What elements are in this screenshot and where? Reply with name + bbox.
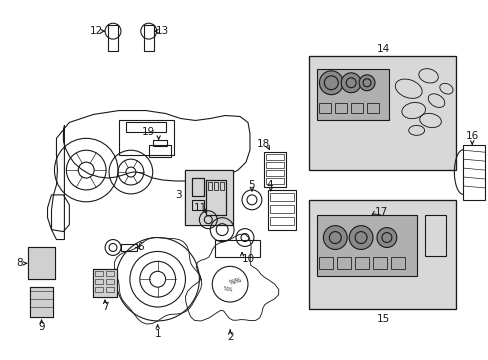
Text: 1: 1 [154, 329, 161, 339]
Text: 5: 5 [248, 180, 255, 190]
Text: 15: 15 [377, 314, 390, 324]
Bar [269, 205, 293, 213]
Bar [206, 180, 225, 215]
Bar [206, 180, 225, 215]
Bar [28, 247, 55, 279]
Bar [264, 152, 285, 187]
Bar [220, 182, 224, 190]
Text: 3: 3 [175, 190, 182, 200]
Bar [265, 162, 283, 168]
Bar [93, 269, 117, 297]
Bar [185, 170, 233, 225]
Bar [192, 178, 204, 196]
Circle shape [323, 226, 346, 249]
Circle shape [348, 226, 372, 249]
Bar [317, 215, 416, 276]
Bar [106, 287, 114, 292]
Bar [152, 140, 166, 146]
Bar [95, 271, 103, 276]
Circle shape [358, 75, 374, 91]
Bar [372, 257, 386, 269]
Bar [28, 247, 55, 279]
Bar [30, 287, 53, 317]
Text: 12: 12 [89, 26, 102, 36]
Bar [126, 122, 165, 132]
Bar [93, 269, 117, 297]
Text: %%: %% [227, 276, 242, 286]
Bar [143, 25, 153, 51]
Bar [269, 217, 293, 225]
Text: 17: 17 [374, 207, 388, 217]
Bar [215, 239, 259, 257]
Circle shape [341, 73, 360, 93]
Bar [185, 170, 233, 225]
Bar [265, 178, 283, 184]
Bar [317, 69, 388, 121]
Bar [354, 257, 368, 269]
Bar [95, 279, 103, 284]
Text: 11: 11 [193, 203, 206, 213]
Bar [121, 243, 137, 251]
Text: 9: 9 [38, 322, 45, 332]
Bar [265, 154, 283, 160]
Text: 2: 2 [226, 332, 233, 342]
Bar [214, 182, 218, 190]
Bar [337, 257, 350, 269]
Bar [265, 170, 283, 176]
Circle shape [376, 228, 396, 247]
Bar [106, 271, 114, 276]
Bar [309, 200, 455, 309]
Text: 18: 18 [257, 139, 270, 149]
Bar [30, 287, 53, 317]
Bar [108, 25, 118, 51]
Bar [192, 178, 204, 196]
Bar [309, 56, 455, 170]
Text: 10: 10 [241, 255, 254, 264]
Bar [319, 257, 333, 269]
Text: 16: 16 [465, 131, 478, 141]
Bar [390, 257, 404, 269]
Text: 7: 7 [102, 302, 108, 312]
Text: 13: 13 [156, 26, 169, 36]
Bar [106, 279, 114, 284]
Bar [208, 182, 212, 190]
Text: 8: 8 [17, 258, 23, 268]
Text: %%: %% [222, 286, 233, 293]
Bar [148, 145, 170, 157]
Bar [269, 193, 293, 201]
Bar [319, 103, 331, 113]
Bar [424, 215, 446, 256]
Text: 19: 19 [142, 127, 155, 138]
Bar [185, 170, 233, 225]
Bar [462, 145, 484, 200]
Bar [95, 287, 103, 292]
Bar [350, 103, 362, 113]
Bar [119, 121, 173, 155]
Text: 4: 4 [266, 180, 273, 190]
Bar [267, 190, 295, 230]
Bar [192, 200, 204, 210]
Text: 14: 14 [377, 44, 390, 54]
Text: 6: 6 [137, 243, 144, 252]
Bar [335, 103, 346, 113]
Circle shape [319, 71, 343, 95]
Bar [366, 103, 378, 113]
